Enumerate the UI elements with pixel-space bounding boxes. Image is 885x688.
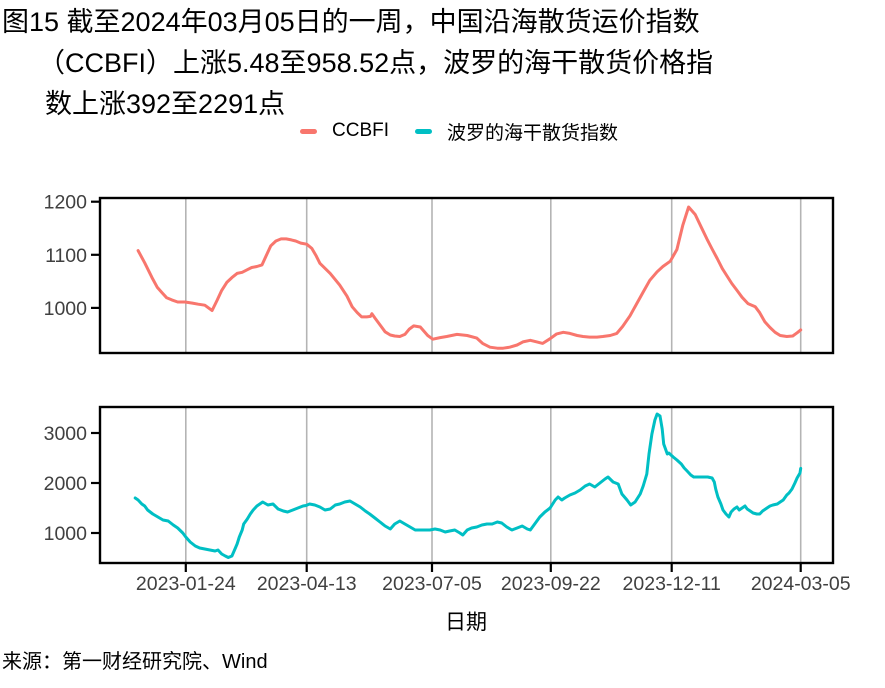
figure-title-line-3: 数上涨392至2291点 [45,89,286,119]
y-tick-label: 1000 [44,298,88,320]
legend: CCBFI 波罗的海干散货指数 [300,118,618,144]
x-tick-label: 2023-04-13 [257,573,357,595]
y-tick-label: 1200 [44,192,88,214]
ccbfi-line-swatch [300,128,317,134]
y-tick-label: 3000 [44,423,88,445]
bdi-line-swatch-icon [415,128,432,134]
legend-label-ccbfi: CCBFI [332,120,389,141]
x-tick-label: 2023-12-11 [623,573,721,595]
figure-title-line-2: （CCBFI）上涨5.48至958.52点，波罗的海干散货价格指 [38,48,714,78]
x-tick-label: 2024-03-05 [751,573,851,595]
source-note: 来源：第一财经研究院、Wind [2,651,268,673]
legend-item-bdi: 波罗的海干散货指数 [415,118,618,145]
x-tick-label: 2023-09-22 [501,573,601,595]
y-tick-label: 1000 [44,523,88,545]
legend-item-ccbfi: CCBFI [300,120,389,142]
figure-title-line-1: 图15 截至2024年03月05日的一周，中国沿海散货运价指数 [2,7,700,37]
x-tick-label: 2023-01-24 [136,573,236,595]
panel-border [98,405,835,565]
bdi-line-swatch [415,128,432,134]
x-axis-title: 日期 [445,611,487,634]
panel-border [98,196,835,355]
y-tick-label: 1100 [45,245,87,267]
y-tick-label: 2000 [44,473,88,495]
series-line-bdi [133,412,803,559]
series-line-ccbfi [136,205,803,350]
x-tick-label: 2023-07-05 [382,573,482,595]
figure-title: 图15 截至2024年03月05日的一周，中国沿海散货运价指数 （CCBFI）上… [2,2,878,125]
ccbfi-line-swatch-icon [300,128,317,134]
legend-label-bdi: 波罗的海干散货指数 [447,122,619,144]
